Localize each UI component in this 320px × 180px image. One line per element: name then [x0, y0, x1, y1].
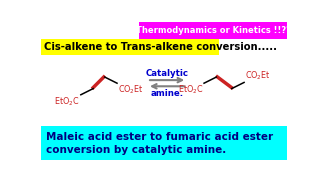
Bar: [41, 126, 287, 160]
Bar: [41, 39, 220, 55]
Text: Catalytic: Catalytic: [146, 69, 188, 78]
Text: EtO$_2$C: EtO$_2$C: [54, 96, 80, 108]
Text: Maleic acid ester to fumaric acid ester: Maleic acid ester to fumaric acid ester: [46, 132, 273, 142]
Text: amine.: amine.: [150, 89, 184, 98]
Bar: [140, 22, 287, 39]
Text: CO$_2$Et: CO$_2$Et: [118, 84, 144, 96]
Text: EtO$_2$C: EtO$_2$C: [178, 84, 203, 96]
Text: conversion by catalytic amine.: conversion by catalytic amine.: [46, 145, 227, 155]
Text: Cis-alkene to Trans-alkene conversion.....: Cis-alkene to Trans-alkene conversion...…: [44, 42, 277, 52]
Text: Thermodynamics or Kinetics !!??: Thermodynamics or Kinetics !!??: [136, 26, 291, 35]
Text: CO$_2$Et: CO$_2$Et: [245, 69, 271, 82]
